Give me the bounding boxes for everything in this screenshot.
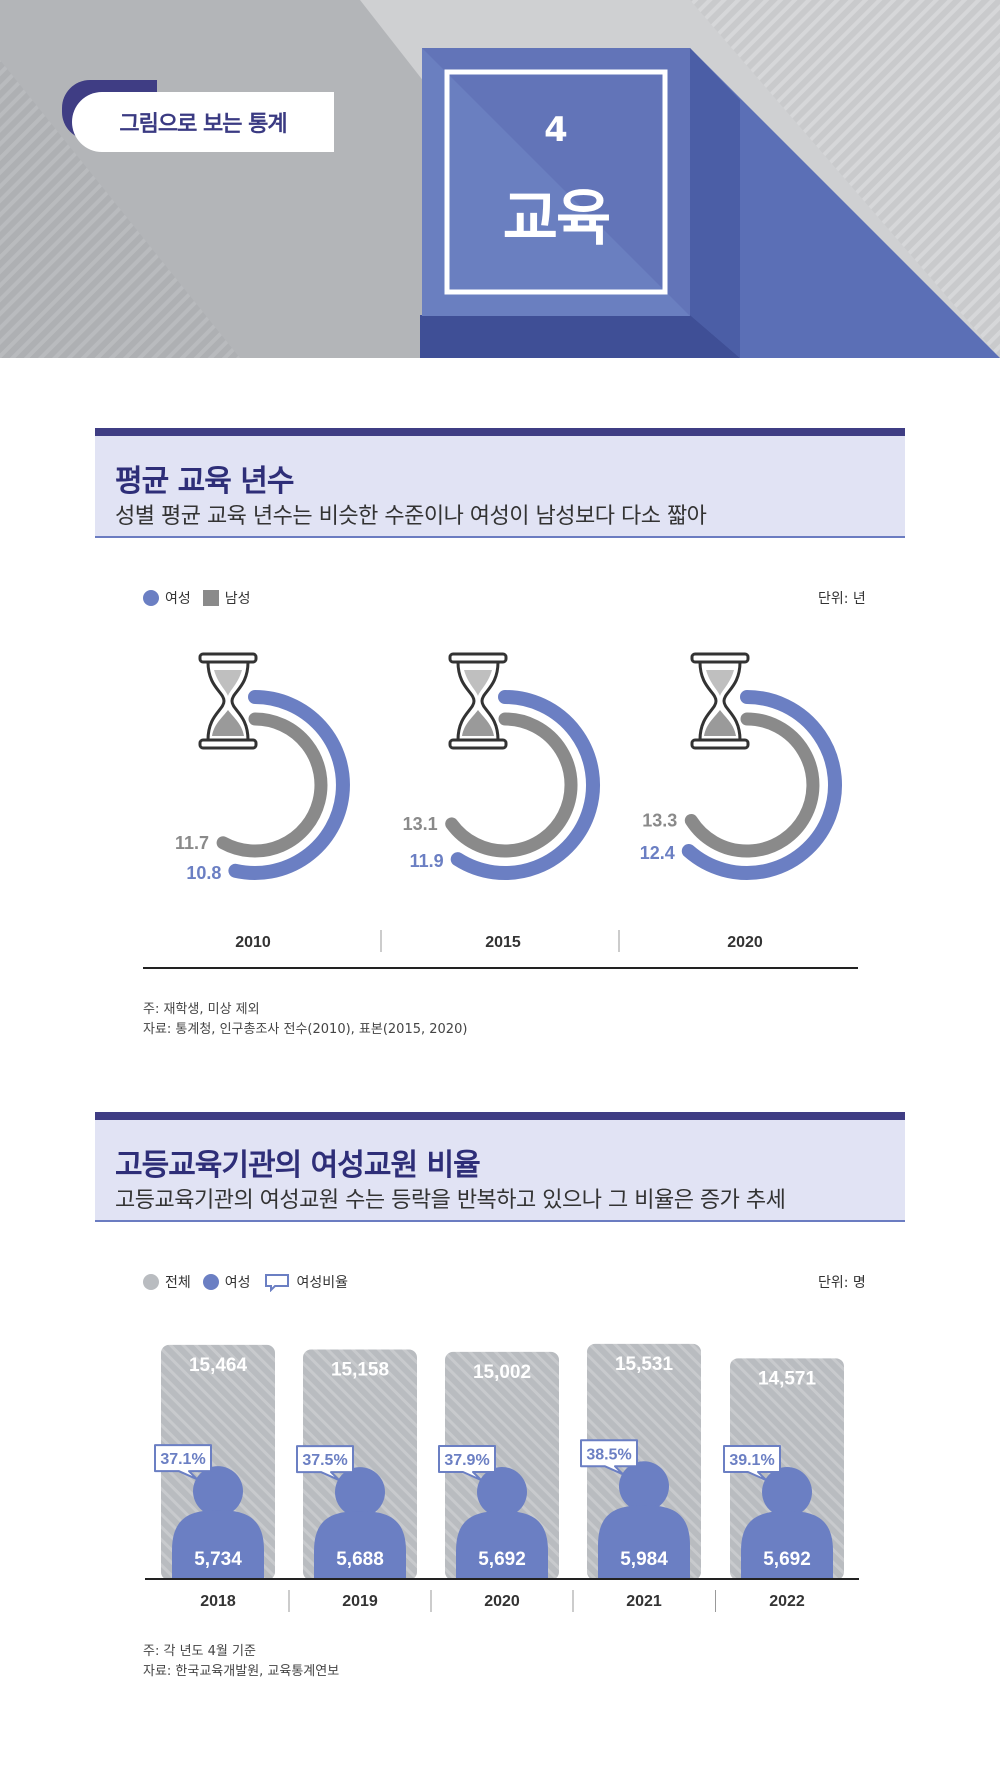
legend-total-marker xyxy=(143,1274,159,1290)
female-value-label-2018: 5,734 xyxy=(194,1549,242,1570)
year-label-2015: 2015 xyxy=(485,934,521,951)
female-value-label-2010: 10.8 xyxy=(186,863,221,883)
ratio-value-label-2018: 37.1% xyxy=(160,1451,205,1468)
female-figure-body-2018 xyxy=(172,1510,264,1578)
female-arc-2010 xyxy=(228,690,350,880)
legend-ratio-label: 여성비율 xyxy=(296,1275,349,1291)
female-figure-head-2022 xyxy=(762,1467,812,1518)
year-label-2018: 2018 xyxy=(200,1593,236,1610)
total-value-label-2019: 15,158 xyxy=(331,1359,389,1380)
female-value-label-2015: 11.9 xyxy=(410,851,444,871)
legend-ratio-bubble-icon xyxy=(264,1274,289,1292)
female-figure-body-2019 xyxy=(314,1511,406,1578)
hourglass-icon xyxy=(690,652,750,750)
total-value-label-2018: 15,464 xyxy=(189,1355,248,1376)
section1-heading: 평균 교육 년수 성별 평균 교육 년수는 비슷한 수준이나 여성이 남성보다 … xyxy=(95,428,905,538)
legend-male-label: 남성 xyxy=(224,591,251,607)
female-arc-2015 xyxy=(450,690,600,880)
male-value-label-2015: 13.1 xyxy=(403,814,438,834)
ratio-value-label-2021: 38.5% xyxy=(586,1446,631,1463)
female-value-label-2021: 5,984 xyxy=(620,1549,668,1570)
year-label-2019: 2019 xyxy=(342,1593,378,1610)
legend-female2-label: 여성 xyxy=(224,1275,251,1291)
ratio-bubble-2018 xyxy=(154,1444,212,1481)
chart2-note: 주: 각 년도 4월 기준 xyxy=(143,1644,256,1659)
section2-subtitle: 고등교육기관의 여성교원 수는 등락을 반복하고 있으나 그 비율은 증가 추세 xyxy=(115,1188,786,1213)
male-arc-2020 xyxy=(684,712,820,858)
male-value-label-2020: 13.3 xyxy=(642,810,677,830)
chart1-source: 자료: 통계청, 인구총조사 전수(2010), 표본(2015, 2020) xyxy=(143,1022,468,1037)
legend-female2-marker xyxy=(202,1274,219,1290)
section1-title: 평균 교육 년수 xyxy=(115,464,294,499)
legend-total-label: 전체 xyxy=(165,1275,191,1291)
male-value-label-2010: 11.7 xyxy=(175,833,209,853)
chart1-note: 주: 재학생, 미상 제외 xyxy=(143,1002,260,1017)
section2-title: 고등교육기관의 여성교원 비율 xyxy=(115,1148,481,1183)
ratio-bubble-2022 xyxy=(723,1445,781,1482)
total-value-label-2022: 14,571 xyxy=(758,1368,817,1389)
year-label-2022: 2022 xyxy=(769,1593,805,1610)
male-arc-2015 xyxy=(445,712,578,858)
female-value-label-2019: 5,688 xyxy=(336,1549,384,1570)
year-label-2010: 2010 xyxy=(235,934,271,951)
ratio-value-label-2019: 37.5% xyxy=(302,1452,347,1469)
female-value-label-2022: 5,692 xyxy=(763,1549,811,1570)
chart1-notes: 주: 재학생, 미상 제외 자료: 통계청, 인구총조사 전수(2010), 표… xyxy=(143,1000,467,1040)
female-figure-body-2020 xyxy=(456,1511,548,1578)
chart2-source: 자료: 한국교육개발원, 교육통계연보 xyxy=(143,1664,340,1679)
total-value-label-2021: 15,531 xyxy=(615,1354,674,1375)
female-figure-head-2020 xyxy=(477,1467,527,1518)
legend-female-label: 여성 xyxy=(165,591,191,607)
year-label-2020: 2020 xyxy=(727,934,763,951)
ratio-value-label-2022: 39.1% xyxy=(729,1452,774,1469)
female-figure-head-2019 xyxy=(335,1467,385,1518)
chart1-education-years: 10.8 11.7 2010 11.9 13.1 2015 12.4 13.3 2020 xyxy=(143,652,858,969)
year-label-2021: 2021 xyxy=(626,1593,662,1610)
male-arc-2010 xyxy=(216,712,328,858)
section2-heading: 고등교육기관의 여성교원 비율 고등교육기관의 여성교원 수는 등락을 반복하고… xyxy=(95,1112,905,1222)
legend-female-marker xyxy=(143,590,159,606)
chapter-title: 교육 xyxy=(502,184,611,254)
chart1-unit: 단위: 년 xyxy=(818,591,866,607)
header-banner: 그림으로 보는 통계 4 교육 xyxy=(0,0,1000,358)
female-figure-head-2021 xyxy=(619,1461,669,1512)
ratio-bubble-2021 xyxy=(580,1439,638,1476)
female-arc-2020 xyxy=(681,690,842,880)
chart2-notes: 주: 각 년도 4월 기준 자료: 한국교육개발원, 교육통계연보 xyxy=(143,1642,339,1682)
female-figure-body-2022 xyxy=(741,1511,833,1578)
legend-male-marker xyxy=(202,590,219,606)
year-label-2020: 2020 xyxy=(484,1593,520,1610)
ratio-value-label-2020: 37.9% xyxy=(444,1452,489,1469)
female-figure-body-2021 xyxy=(598,1505,690,1578)
ratio-bubble-2020 xyxy=(438,1445,496,1482)
female-value-label-2020: 5,692 xyxy=(478,1549,526,1570)
header-background xyxy=(0,0,1000,358)
female-value-label-2020: 12.4 xyxy=(640,843,675,863)
chart2-female-faculty: 15,464 5,734 37.1% 2018 15,158 5,688 37.5% 2019… xyxy=(145,1343,859,1612)
chart2-legend: 전체 여성 여성비율 xyxy=(143,1272,348,1292)
hourglass-icon xyxy=(198,652,258,750)
chart2-unit: 단위: 명 xyxy=(818,1275,866,1291)
hourglass-icon xyxy=(448,652,508,750)
total-value-label-2020: 15,002 xyxy=(473,1362,531,1383)
ratio-bubble-2019 xyxy=(296,1445,354,1482)
chapter-number: 4 xyxy=(544,110,568,150)
chart1-legend: 여성 남성 xyxy=(143,588,251,608)
section1-subtitle: 성별 평균 교육 년수는 비슷한 수준이나 여성이 남성보다 다소 짧아 xyxy=(115,504,707,529)
section-tag: 그림으로 보는 통계 xyxy=(72,92,334,152)
female-figure-head-2018 xyxy=(193,1466,243,1517)
